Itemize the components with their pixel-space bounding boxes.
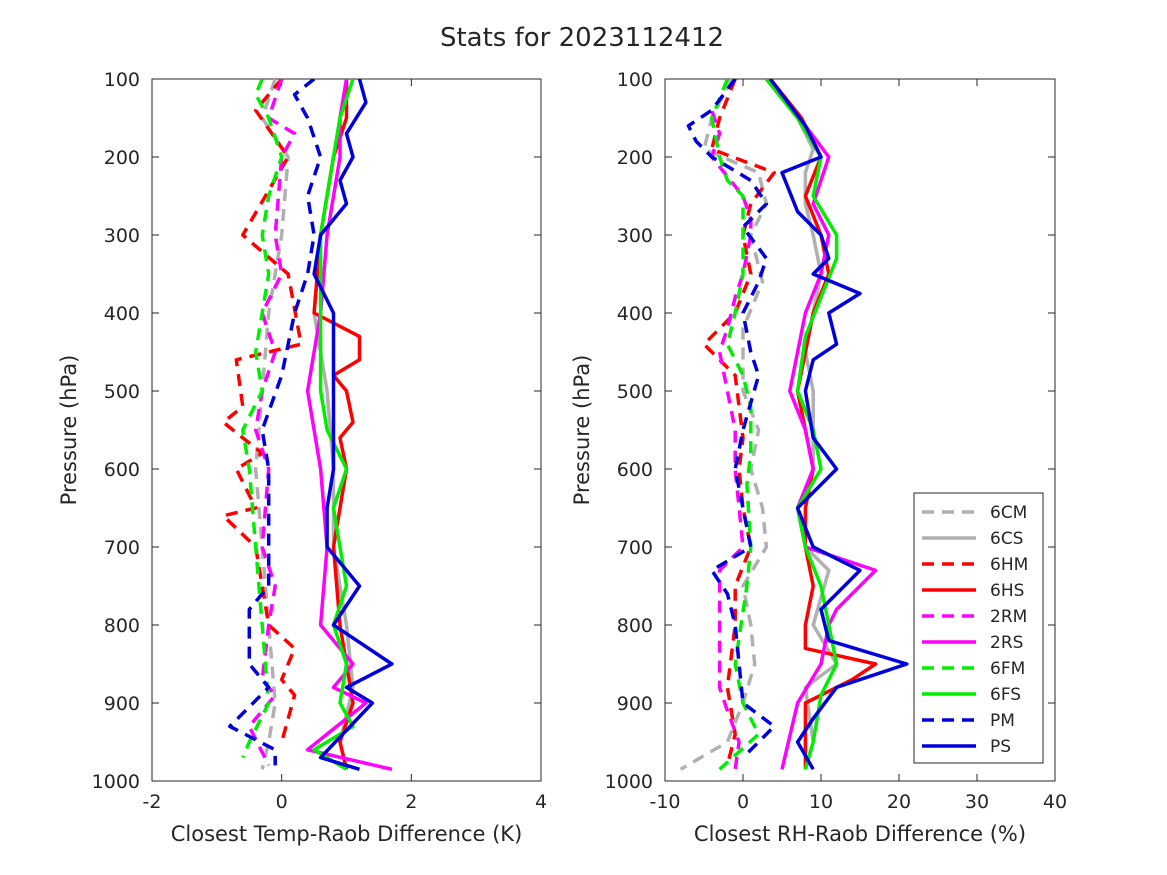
legend-label: 6HS (990, 581, 1024, 601)
series-line-6hm (702, 79, 776, 766)
y-tick-label: 500 (104, 381, 140, 403)
x-tick-label: -10 (649, 791, 680, 813)
y-tick-label: 900 (104, 693, 140, 715)
legend-label: 2RM (990, 607, 1027, 627)
y-tick-label: 400 (104, 303, 140, 325)
y-tick-label: 700 (617, 537, 653, 559)
legend-box (913, 492, 1044, 764)
y-tick-label: 300 (617, 225, 653, 247)
series-group (679, 79, 909, 771)
y-tick-label: 800 (104, 615, 140, 637)
y-tick-label: 500 (617, 381, 653, 403)
legend-label: 6HM (990, 555, 1028, 575)
y-tick-label: 900 (617, 693, 653, 715)
series-line-6fs (312, 79, 355, 771)
y-axis-label: Pressure (hPa) (570, 355, 594, 506)
x-axis-label: Closest RH-Raob Difference (%) (694, 822, 1026, 846)
figure-title: Stats for 2023112412 (440, 23, 724, 53)
legend-label: 6CM (990, 503, 1027, 523)
series-line-pm (686, 79, 776, 759)
y-tick-label: 700 (104, 537, 140, 559)
legend-label: 2RS (990, 633, 1023, 653)
y-tick-label: 200 (104, 147, 140, 169)
y-tick-label: 100 (617, 69, 653, 91)
x-tick-label: 2 (405, 791, 417, 813)
series-group (221, 79, 394, 772)
x-tick-label: 4 (535, 791, 547, 813)
x-tick-label: 10 (809, 791, 833, 813)
x-tick-label: 40 (1043, 791, 1067, 813)
series-line-pm (228, 79, 323, 766)
series-line-ps (768, 79, 909, 771)
y-tick-label: 100 (104, 69, 140, 91)
x-tick-label: 30 (965, 791, 989, 813)
y-tick-label: 600 (617, 459, 653, 481)
legend-label: 6FS (990, 685, 1021, 705)
series-line-ps (312, 79, 394, 771)
x-tick-label: 0 (737, 791, 749, 813)
series-line-2rs (305, 79, 393, 772)
legend-label: 6CS (990, 529, 1023, 549)
y-tick-label: 400 (617, 303, 653, 325)
series-line-2rm (247, 79, 297, 767)
y-tick-label: 800 (617, 615, 653, 637)
y-tick-label: 1000 (92, 771, 140, 793)
y-tick-label: 200 (617, 147, 653, 169)
x-tick-label: -2 (143, 791, 162, 813)
legend-label: 6FM (990, 659, 1025, 679)
y-tick-label: 600 (104, 459, 140, 481)
y-tick-label: 300 (104, 225, 140, 247)
legend-label: PM (990, 711, 1015, 731)
temp-difference-panel: -2 0 2 4 100 200 300 400 500 600 700 800 900 1000 Clos… (57, 69, 547, 846)
x-tick-label: 20 (887, 791, 911, 813)
legend: 6CM 6CS 6HM 6HS 2RM 2RS 6FM 6FS PM PS (913, 492, 1044, 764)
series-line-6cm (679, 79, 769, 771)
y-tick-label: 1000 (605, 771, 653, 793)
legend-label: PS (990, 737, 1011, 757)
rh-difference-panel: -10 0 10 20 30 40 100 200 300 400 500 600 700 800 900 1… (570, 69, 1067, 846)
series-line-6fm (710, 79, 761, 771)
y-axis-label: Pressure (hPa) (57, 355, 81, 506)
x-tick-label: 0 (276, 791, 288, 813)
x-axis-label: Closest Temp-Raob Difference (K) (171, 822, 523, 846)
series-line-6fm (241, 79, 284, 759)
